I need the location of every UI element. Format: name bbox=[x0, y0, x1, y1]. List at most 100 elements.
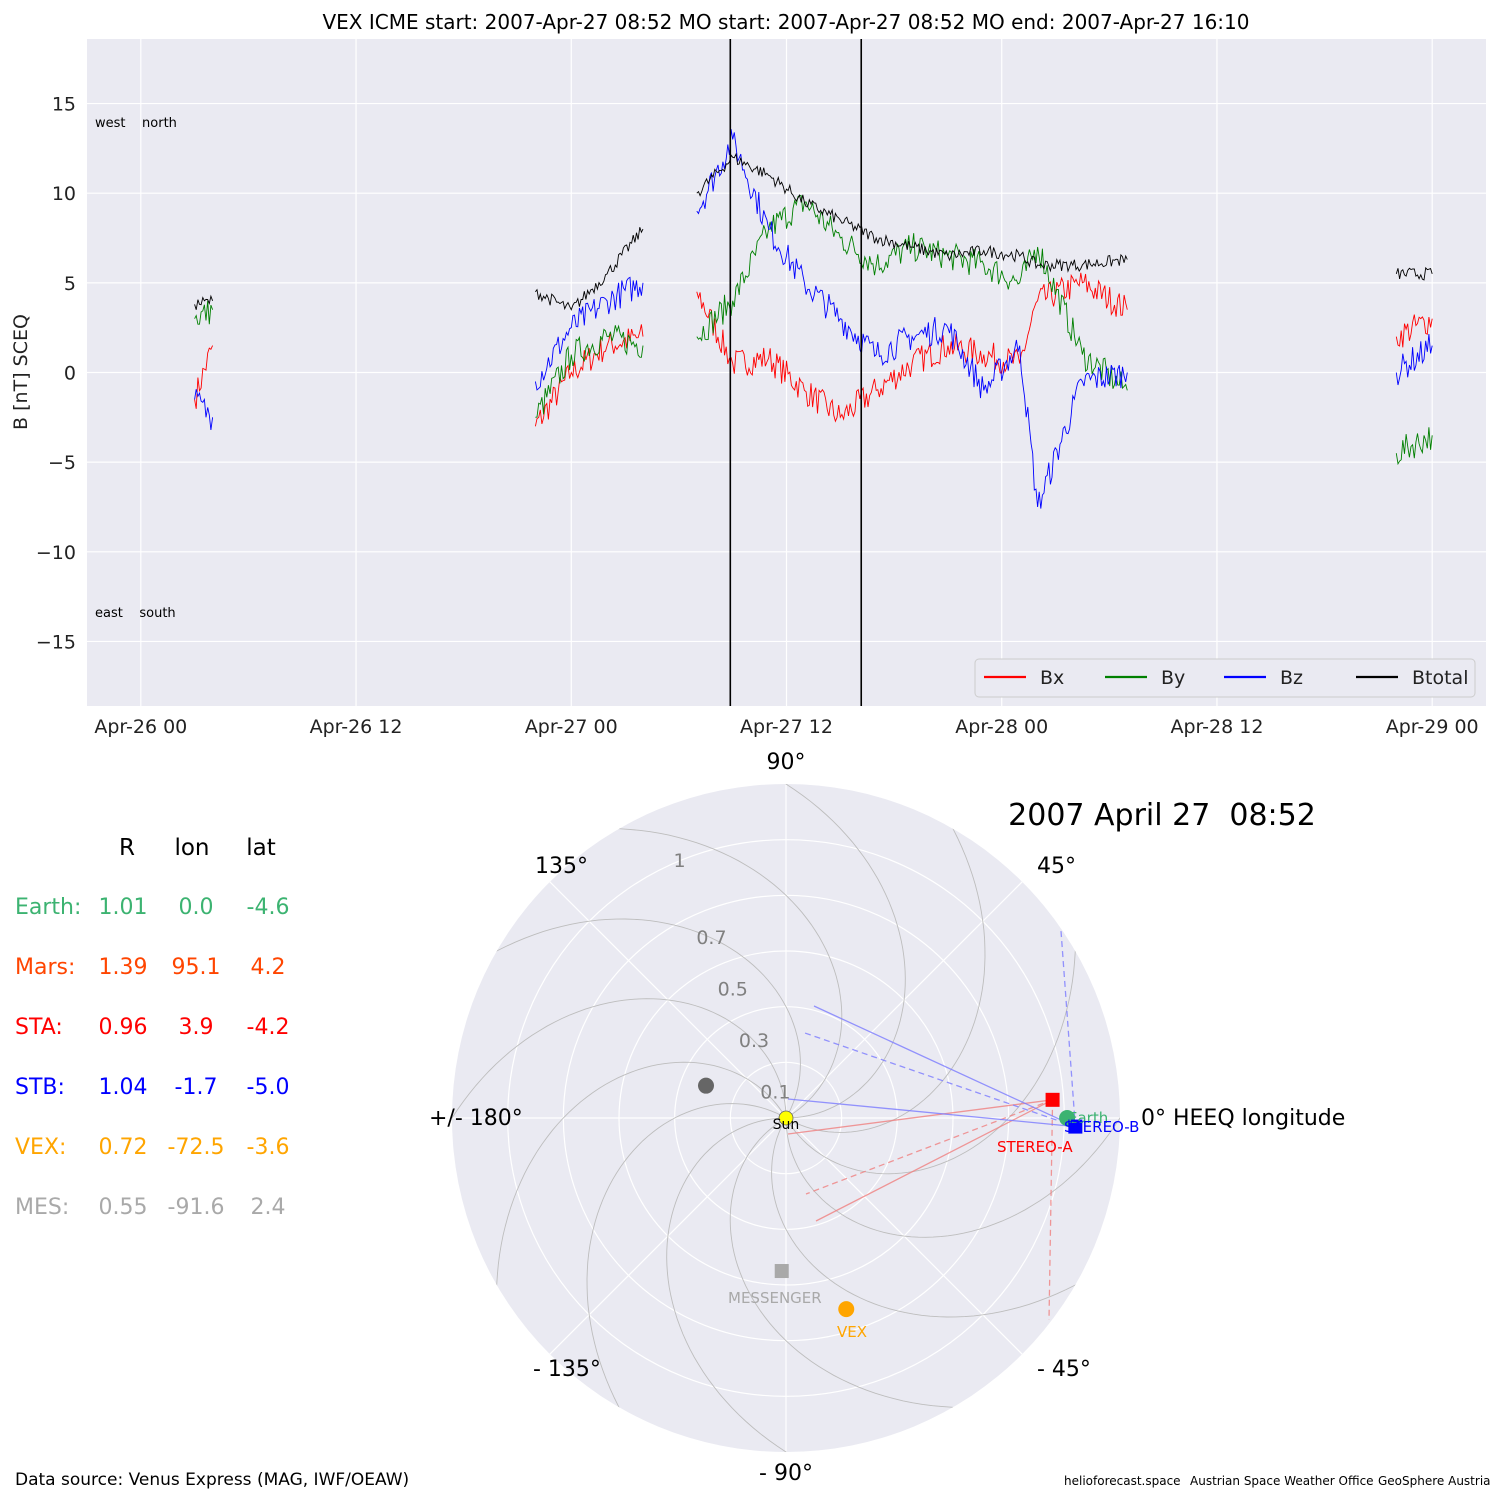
parker-spiral bbox=[452, 998, 787, 1328]
series-by-line bbox=[696, 194, 1128, 391]
stereo-a-fov-line bbox=[1048, 1099, 1054, 1321]
row-lat: -4.6 bbox=[247, 895, 290, 920]
series-btotal-line bbox=[1395, 266, 1433, 281]
series-bz-line bbox=[194, 389, 214, 431]
series-bz-line bbox=[1395, 334, 1433, 386]
series-bx-line bbox=[534, 324, 644, 427]
radius-tick-label: 0.1 bbox=[760, 1081, 790, 1103]
radius-tick-label: 1 bbox=[673, 850, 685, 872]
stb-marker bbox=[1068, 1119, 1083, 1134]
parker-spiral bbox=[586, 1103, 787, 1452]
row-label: MES: bbox=[15, 1195, 69, 1220]
series-bz-line bbox=[696, 129, 1128, 509]
annotation-east-south: east south bbox=[95, 606, 176, 621]
row-label: Earth: bbox=[15, 895, 81, 920]
legend-label-bx: Bx bbox=[1040, 667, 1064, 689]
x-tick-label: Apr-28 00 bbox=[955, 716, 1048, 738]
series-btotal-line bbox=[696, 152, 1128, 273]
series-btotal-line bbox=[535, 227, 644, 311]
planet-markers: Sun Earth STEREO-A STEREO-B VEX MESSENGER bbox=[697, 1077, 1139, 1341]
parker-spiral bbox=[452, 918, 801, 1119]
earth-label: Earth bbox=[1068, 1109, 1108, 1127]
table-row-earth: Earth: 1.01 0.0 -4.6 bbox=[15, 895, 289, 920]
chart-title: VEX ICME start: 2007-Apr-27 08:52 MO sta… bbox=[322, 10, 1249, 34]
series-bz-line bbox=[534, 276, 644, 391]
stereo-b-fov-line bbox=[813, 1005, 1076, 1128]
row-lon: 95.1 bbox=[172, 955, 221, 980]
parker-spiral bbox=[666, 1117, 996, 1452]
parker-spiral bbox=[771, 1117, 1120, 1318]
polar-position-chart: 0.1 0.3 0.5 0.7 1 0° HEEQ longitude 45° 90° 135… bbox=[429, 750, 1345, 1486]
venus-marker bbox=[697, 1077, 714, 1094]
stb-label: STEREO-B bbox=[1064, 1118, 1139, 1136]
table-row-mes: MES: 0.55 -91.6 2.4 bbox=[15, 1195, 286, 1220]
sun-marker bbox=[778, 1110, 794, 1126]
table-row-stb: STB: 1.04 -1.7 -5.0 bbox=[15, 1075, 289, 1100]
row-r: 0.55 bbox=[99, 1195, 148, 1220]
row-lat: -3.6 bbox=[247, 1135, 290, 1160]
angle-label: 0° HEEQ longitude bbox=[1141, 1106, 1345, 1131]
table-row-sta: STA: 0.96 3.9 -4.2 bbox=[15, 1015, 289, 1040]
time-series-chart: VEX ICME start: 2007-Apr-27 08:52 MO sta… bbox=[10, 10, 1486, 738]
y-tick-label: 15 bbox=[52, 94, 76, 116]
row-lon: 0.0 bbox=[179, 895, 214, 920]
x-tick-label: Apr-26 00 bbox=[94, 716, 187, 738]
polar-title: 2007 April 27 08:52 bbox=[1008, 798, 1316, 833]
row-lon: -1.7 bbox=[175, 1075, 218, 1100]
sta-label: STEREO-A bbox=[997, 1138, 1073, 1156]
credit-geosphere: GeoSphere Austria bbox=[1378, 1474, 1491, 1488]
row-r: 1.04 bbox=[99, 1075, 148, 1100]
series-bx-line bbox=[1395, 314, 1433, 348]
x-tick-labels: Apr-26 00 Apr-26 12 Apr-27 00 Apr-27 12 Apr-… bbox=[94, 716, 1478, 738]
y-tick-label: −10 bbox=[36, 542, 76, 564]
parker-spiral bbox=[785, 784, 986, 1133]
x-tick-label: Apr-27 00 bbox=[525, 716, 618, 738]
row-r: 1.01 bbox=[99, 895, 148, 920]
series-bx-line bbox=[696, 272, 1128, 423]
boundary-lines bbox=[729, 39, 863, 706]
row-label: VEX: bbox=[15, 1135, 66, 1160]
stereo-a-fov-line bbox=[805, 1099, 1053, 1195]
x-tick-label: Apr-28 12 bbox=[1171, 716, 1264, 738]
x-tick-label: Apr-26 12 bbox=[310, 716, 403, 738]
table-row-mars: Mars: 1.39 95.1 4.2 bbox=[15, 955, 286, 980]
angle-labels: 0° HEEQ longitude 45° 90° 135° +/- 180° - 135… bbox=[429, 750, 1345, 1486]
series-bx-line bbox=[194, 345, 214, 409]
radius-labels: 0.1 0.3 0.5 0.7 1 bbox=[673, 850, 790, 1103]
radius-tick-label: 0.7 bbox=[696, 927, 726, 949]
legend-label-btotal: Btotal bbox=[1412, 667, 1468, 689]
row-lat: -5.0 bbox=[247, 1075, 290, 1100]
data-source: Data source: Venus Express (MAG, IWF/OEA… bbox=[15, 1470, 409, 1490]
credit-asws: Austrian Space Weather Office bbox=[1190, 1474, 1374, 1488]
y-axis-label: B [nT] SCEQ bbox=[10, 314, 32, 430]
x-tick-label: Apr-27 12 bbox=[740, 716, 833, 738]
sta-marker bbox=[1045, 1092, 1060, 1107]
table-row-vex: VEX: 0.72 -72.5 -3.6 bbox=[15, 1135, 289, 1160]
series-btotal-line bbox=[194, 294, 214, 310]
table-header-r: R bbox=[119, 835, 135, 861]
row-lon: 3.9 bbox=[179, 1015, 214, 1040]
mes-label: MESSENGER bbox=[728, 1289, 822, 1307]
row-r: 0.96 bbox=[99, 1015, 148, 1040]
angle-label: - 135° bbox=[533, 1357, 601, 1382]
angle-label: - 45° bbox=[1037, 1357, 1091, 1382]
y-tick-label: 0 bbox=[64, 363, 76, 385]
radius-tick-label: 0.3 bbox=[739, 1030, 769, 1052]
stereo-b-fov-line bbox=[801, 1031, 1076, 1128]
row-lon: -91.6 bbox=[168, 1195, 225, 1220]
parker-spiral bbox=[785, 908, 1120, 1238]
angle-label: 90° bbox=[767, 750, 806, 775]
y-tick-label: 5 bbox=[64, 273, 76, 295]
parker-spiral bbox=[576, 784, 906, 1119]
annotation-west-north: west north bbox=[95, 116, 177, 131]
mes-marker bbox=[774, 1264, 789, 1279]
row-label: Mars: bbox=[15, 955, 75, 980]
row-label: STA: bbox=[15, 1015, 63, 1040]
y-tick-label: −5 bbox=[48, 452, 76, 474]
y-tick-label: −15 bbox=[36, 631, 76, 653]
vex-marker bbox=[838, 1301, 855, 1318]
stereo-b-fov-line bbox=[1060, 930, 1076, 1127]
angle-label: 45° bbox=[1037, 854, 1076, 879]
table-header-lat: lat bbox=[246, 835, 276, 861]
radius-tick-label: 0.5 bbox=[718, 978, 748, 1000]
